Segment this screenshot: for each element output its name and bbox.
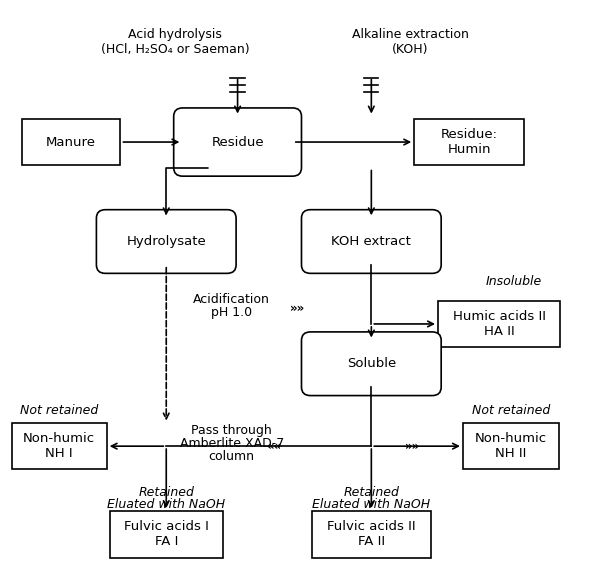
Text: Amberlite XAD-7: Amberlite XAD-7 — [179, 437, 284, 450]
Text: Manure: Manure — [46, 135, 96, 149]
Text: (KOH): (KOH) — [392, 43, 428, 56]
Text: column: column — [209, 450, 254, 463]
FancyBboxPatch shape — [312, 511, 431, 557]
FancyBboxPatch shape — [463, 423, 559, 470]
Text: Retained: Retained — [139, 486, 194, 499]
Text: Fulvic acids I
FA I: Fulvic acids I FA I — [124, 520, 209, 548]
Text: Eluated with NaOH: Eluated with NaOH — [312, 498, 430, 511]
Text: Residue:
Humin: Residue: Humin — [441, 128, 498, 156]
Text: Retained: Retained — [343, 486, 399, 499]
FancyBboxPatch shape — [438, 301, 560, 347]
Text: Hydrolysate: Hydrolysate — [127, 235, 206, 248]
Text: Fulvic acids II
FA II: Fulvic acids II FA II — [327, 520, 416, 548]
Text: »»: »» — [289, 301, 305, 315]
Text: pH 1.0: pH 1.0 — [211, 306, 252, 319]
Text: Acidification: Acidification — [193, 293, 270, 306]
Text: »»: »» — [406, 440, 421, 453]
Text: Insoluble: Insoluble — [486, 275, 542, 288]
FancyBboxPatch shape — [22, 119, 120, 165]
Text: ««: «« — [266, 440, 281, 453]
Text: Not retained: Not retained — [472, 405, 550, 417]
FancyBboxPatch shape — [415, 119, 524, 165]
Text: Residue: Residue — [211, 135, 264, 149]
Text: KOH extract: KOH extract — [331, 235, 411, 248]
FancyBboxPatch shape — [173, 108, 301, 176]
Text: Pass through: Pass through — [191, 424, 272, 437]
Text: Non-humic
NH II: Non-humic NH II — [475, 432, 547, 460]
Text: Alkaline extraction: Alkaline extraction — [352, 28, 469, 41]
FancyBboxPatch shape — [97, 210, 236, 273]
Text: Soluble: Soluble — [347, 357, 396, 370]
FancyBboxPatch shape — [301, 210, 441, 273]
Text: Eluated with NaOH: Eluated with NaOH — [107, 498, 226, 511]
FancyBboxPatch shape — [11, 423, 107, 470]
Text: Acid hydrolysis: Acid hydrolysis — [128, 28, 222, 41]
Text: (HCl, H₂SO₄ or Saeman): (HCl, H₂SO₄ or Saeman) — [101, 43, 250, 56]
Text: Humic acids II
HA II: Humic acids II HA II — [452, 310, 545, 338]
FancyBboxPatch shape — [110, 511, 223, 557]
Text: Not retained: Not retained — [20, 405, 98, 417]
Text: Non-humic
NH I: Non-humic NH I — [23, 432, 95, 460]
FancyBboxPatch shape — [301, 332, 441, 395]
